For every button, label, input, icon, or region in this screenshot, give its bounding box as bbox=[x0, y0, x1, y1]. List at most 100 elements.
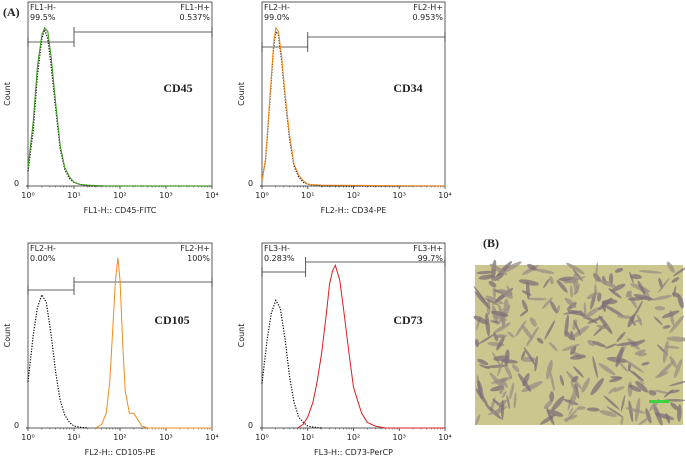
histogram-line bbox=[261, 26, 446, 187]
cell bbox=[500, 261, 522, 274]
x-tick-label: 10³ bbox=[393, 433, 406, 442]
cell bbox=[609, 377, 623, 383]
panel-label: (B) bbox=[483, 236, 499, 250]
x-axis-label: FL1-H:: CD45-FITC bbox=[84, 206, 157, 215]
gate-name: FL2-H- bbox=[30, 244, 56, 253]
cell bbox=[570, 330, 576, 341]
plot-frame bbox=[27, 242, 213, 429]
cell bbox=[662, 325, 671, 329]
cell bbox=[475, 414, 481, 426]
x-tick-label: 10¹ bbox=[301, 191, 314, 200]
x-tick-label: 10³ bbox=[393, 191, 406, 200]
cell bbox=[638, 270, 662, 274]
cell bbox=[515, 320, 527, 337]
x-tick-label: 10¹ bbox=[67, 433, 80, 442]
cell bbox=[586, 407, 600, 412]
cell bbox=[671, 277, 680, 283]
x-axis-label: FL3-H:: CD73-PerCP bbox=[314, 448, 393, 457]
cell bbox=[475, 388, 488, 406]
cell bbox=[474, 338, 480, 348]
x-axis-label: FL2-H:: CD34-PE bbox=[321, 206, 387, 215]
cell bbox=[583, 302, 587, 315]
cell bbox=[673, 359, 683, 378]
cell bbox=[628, 400, 634, 423]
cell bbox=[565, 405, 581, 423]
cell bbox=[522, 373, 530, 387]
cell bbox=[562, 344, 580, 352]
cell bbox=[666, 336, 685, 342]
cell bbox=[536, 337, 544, 344]
cell bbox=[625, 290, 632, 298]
cell bbox=[559, 374, 565, 387]
cell bbox=[534, 355, 538, 372]
cell bbox=[613, 386, 625, 392]
cell bbox=[599, 410, 617, 417]
cell bbox=[653, 316, 663, 325]
gate-percent: 0.283% bbox=[264, 254, 295, 263]
cell bbox=[598, 363, 616, 376]
cell bbox=[489, 263, 508, 276]
cell bbox=[593, 273, 602, 283]
cell bbox=[541, 297, 553, 310]
cell bbox=[630, 339, 646, 347]
cell bbox=[598, 315, 613, 335]
cell bbox=[669, 380, 685, 387]
cell bbox=[493, 322, 511, 334]
cell bbox=[662, 340, 669, 364]
plot-frame bbox=[261, 242, 446, 429]
cell bbox=[474, 291, 491, 310]
cell bbox=[594, 283, 597, 297]
cell bbox=[608, 387, 617, 395]
gate-name: FL3-H- bbox=[264, 244, 290, 253]
gate-name: FL2-H- bbox=[264, 3, 290, 12]
gate-percent: 0.953% bbox=[412, 13, 443, 22]
cell bbox=[627, 296, 646, 301]
cell bbox=[669, 315, 685, 334]
gate-percent: 99.5% bbox=[30, 13, 56, 22]
cell bbox=[503, 380, 508, 389]
cell bbox=[564, 314, 569, 338]
y-axis-label: Count bbox=[237, 82, 246, 106]
cell bbox=[630, 274, 642, 280]
micrograph bbox=[473, 259, 685, 426]
cell bbox=[534, 268, 555, 274]
cell bbox=[599, 279, 617, 289]
cell bbox=[673, 286, 677, 297]
cell bbox=[478, 274, 495, 280]
cell bbox=[567, 309, 586, 316]
cell bbox=[527, 297, 547, 301]
cell bbox=[592, 356, 598, 379]
cell bbox=[549, 300, 558, 314]
x-tick-label: 10⁰ bbox=[21, 433, 34, 442]
cell bbox=[677, 404, 682, 422]
cell bbox=[616, 341, 639, 347]
cell bbox=[573, 283, 580, 296]
histogram-line bbox=[297, 263, 445, 429]
cell bbox=[568, 407, 574, 416]
cell bbox=[577, 406, 586, 410]
cell bbox=[648, 390, 657, 396]
gate-name: FL1-H- bbox=[30, 3, 56, 12]
y-axis-label: Count bbox=[237, 324, 246, 348]
cell bbox=[652, 295, 673, 301]
cell bbox=[610, 283, 626, 292]
cell bbox=[597, 292, 602, 302]
cell bbox=[570, 346, 577, 355]
cell bbox=[628, 384, 642, 392]
cell bbox=[604, 343, 617, 349]
cell bbox=[549, 391, 555, 402]
cell bbox=[657, 360, 675, 378]
cell bbox=[628, 369, 645, 382]
cell bbox=[677, 294, 684, 309]
cell bbox=[635, 381, 648, 393]
cell bbox=[614, 267, 624, 273]
cell bbox=[572, 325, 590, 338]
cell bbox=[526, 280, 530, 300]
cell bbox=[521, 324, 533, 340]
cell bbox=[570, 381, 580, 397]
cell bbox=[549, 371, 555, 392]
cell bbox=[501, 359, 518, 364]
cell bbox=[624, 359, 644, 373]
cell bbox=[496, 336, 505, 351]
cell bbox=[546, 359, 553, 380]
